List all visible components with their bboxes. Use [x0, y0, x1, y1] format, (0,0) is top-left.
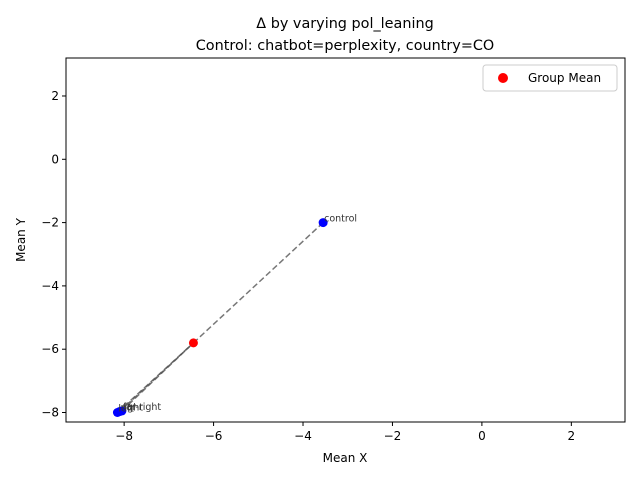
- point-label-control: control: [324, 214, 357, 225]
- legend-marker-group-mean: [498, 73, 508, 83]
- axis-ticks: −8 −6 −4 −2 0 2 −8 −6 −4 −2 0 2: [41, 89, 575, 443]
- data-point-right: [115, 407, 125, 417]
- y-tick-label: −8: [41, 406, 59, 420]
- x-tick-label: 2: [568, 429, 576, 443]
- plot-frame: [65, 57, 626, 423]
- x-tick-label: −6: [205, 429, 223, 443]
- chart-title-line2: Control: chatbot=perplexity, country=CO: [196, 38, 495, 54]
- x-tick-label: 0: [478, 429, 486, 443]
- point-label-left: left: [118, 404, 134, 415]
- connector-line-control: [192, 222, 324, 344]
- x-tick-label: −4: [294, 429, 312, 443]
- y-tick-label: 2: [51, 89, 59, 103]
- y-tick-label: −4: [41, 279, 59, 293]
- legend-label-group-mean: Group Mean: [528, 71, 601, 85]
- y-axis-label: Mean Y: [14, 217, 28, 262]
- chart-title-line1: Δ by varying pol_leaning: [256, 16, 433, 32]
- point-label-far-right: far-right: [123, 402, 161, 413]
- point-label-right: right: [121, 403, 144, 414]
- x-tick-label: −8: [115, 429, 133, 443]
- data-point-control: [318, 218, 328, 228]
- x-tick-label: −2: [384, 429, 402, 443]
- group-mean-point: [188, 338, 198, 348]
- y-tick-label: −6: [41, 342, 59, 356]
- connector-line-right: [119, 342, 194, 413]
- x-axis-label: Mean X: [323, 451, 368, 465]
- y-tick-label: −2: [41, 216, 59, 230]
- legend: Group Mean: [482, 64, 618, 92]
- y-tick-label: 0: [51, 152, 59, 166]
- legend-box: [482, 64, 618, 92]
